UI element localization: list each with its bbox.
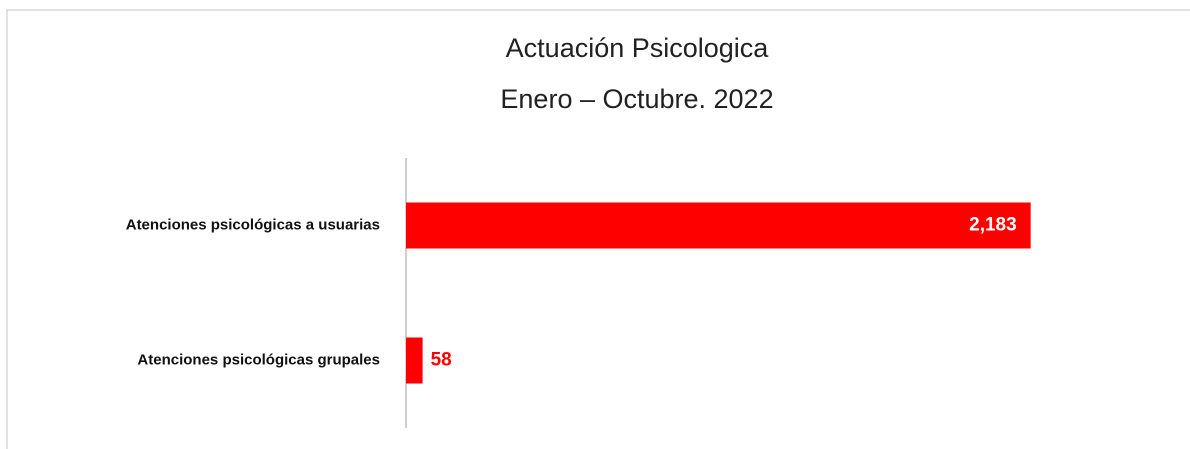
category-label: Atenciones psicológicas a usuarias (126, 216, 380, 233)
bar (406, 202, 1031, 249)
chart-subtitle: Enero – Octubre. 2022 (500, 84, 773, 114)
data-label: 2,183 (969, 215, 1017, 236)
data-label: 58 (431, 350, 452, 371)
chart-title: Actuación Psicologica (506, 33, 770, 63)
chart-frame (6, 9, 1190, 449)
bar (406, 337, 423, 384)
category-label: Atenciones psicológicas grupales (137, 351, 380, 368)
